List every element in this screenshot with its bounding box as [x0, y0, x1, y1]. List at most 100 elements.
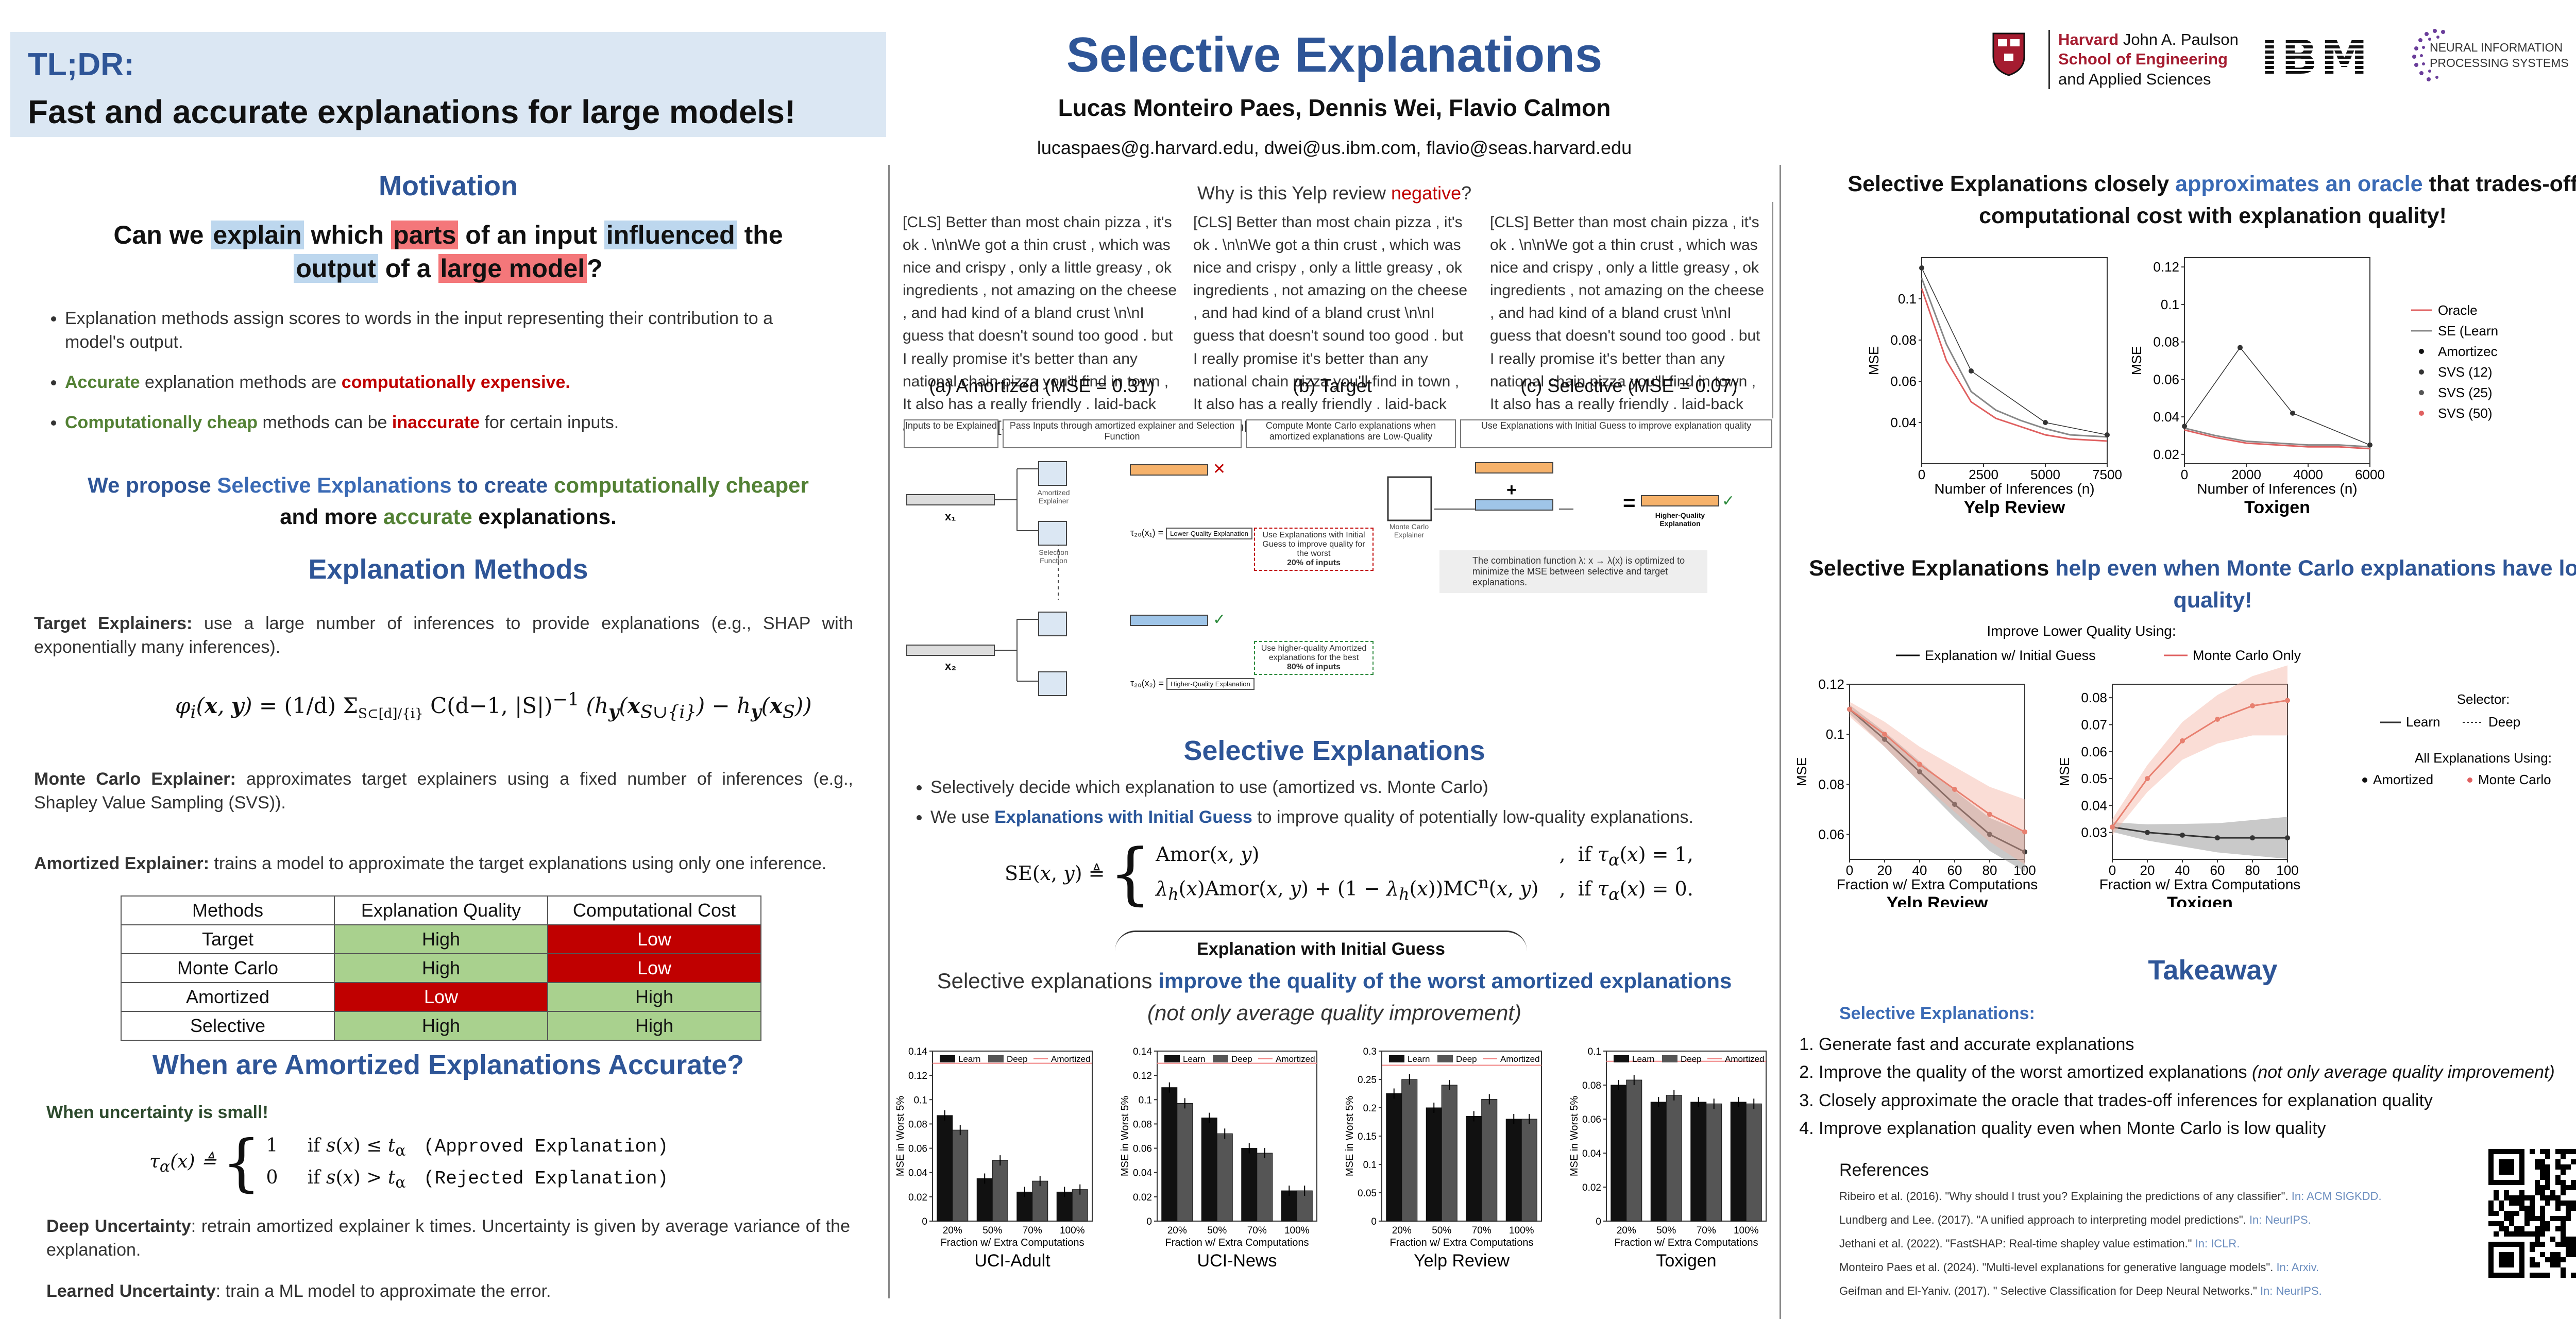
bar — [976, 1178, 993, 1222]
table-row: Target High Low — [121, 924, 761, 954]
yelp-panel-b: [CLS] Better than most chain pizza , it'… — [1193, 214, 1468, 435]
svg-text:Monte Carlo Only: Monte Carlo Only — [2193, 648, 2301, 663]
data-point — [2022, 849, 2027, 855]
data-point — [1847, 706, 1852, 712]
bullet-1: Explanation methods assign scores to wor… — [65, 307, 819, 354]
y-tick-label: 0.02 — [1582, 1182, 1601, 1193]
x-tick-label: 100% — [1509, 1225, 1534, 1236]
y-tick-label: 0.1 — [1898, 291, 1917, 307]
bar-legend: Learn Deep Amortized — [1614, 1054, 1765, 1064]
reference-item: Geifman and El-Yaniv. (2017). " Selectiv… — [1839, 1284, 2322, 1297]
y-tick-label: 0.03 — [2081, 825, 2107, 840]
y-axis-label: MSE in Worst 5% — [1569, 1096, 1580, 1177]
bar — [1745, 1103, 1762, 1222]
series-line — [2184, 427, 2370, 448]
pipe-mc-label: Monte Carlo Explainer — [1389, 522, 1429, 539]
y-tick-label: 0.12 — [1133, 1071, 1152, 1081]
table-row: Amortized Low High — [121, 982, 761, 1012]
deep-uncertainty: Deep Uncertainty: retrain amortized expl… — [46, 1216, 850, 1260]
divider-right — [1780, 165, 1781, 1319]
data-point — [1952, 787, 1957, 792]
y-tick-label: 0.1 — [914, 1095, 927, 1106]
chart-title: UCI-Adult — [974, 1251, 1050, 1271]
shap-formula: φi(x, y) = (1/d) ΣS⊂[d]/{i} C(d−1, |S|)−… — [175, 689, 812, 723]
x-axis-label: Fraction w/ Extra Computations — [2099, 876, 2301, 892]
series-line — [1921, 267, 2108, 435]
data-point — [2145, 830, 2150, 835]
when-title: When are Amortized Explanations Accurate… — [152, 1050, 744, 1080]
reference-item: Monteiro Paes et al. (2024). "Multi-leve… — [1839, 1261, 2319, 1274]
x-tick-label: 60 — [1947, 863, 1962, 878]
x-tick-label: 0 — [1918, 467, 1925, 482]
y-tick-label: 0.07 — [2081, 717, 2107, 732]
svg-text:Deep: Deep — [1007, 1054, 1028, 1064]
amortized-explainer: Amortized Explainer: trains a model to a… — [34, 854, 827, 873]
y-tick-label: 0.06 — [1133, 1144, 1152, 1155]
bar — [1730, 1102, 1747, 1222]
pipe-highq-label: Higher-Quality Explanation — [1655, 511, 1705, 528]
y-tick-label: 0.1 — [1826, 726, 1844, 742]
data-point — [1882, 732, 1887, 737]
y-tick-label: 0 — [1371, 1216, 1377, 1227]
qr-code-icon[interactable] — [2488, 1149, 2576, 1278]
x-tick-label: 5000 — [2030, 467, 2060, 482]
x-axis-label: Fraction w/ Extra Computations — [1165, 1237, 1309, 1248]
line-chart: 0 20 40 60 80 100 0.06 0.08 0.1 0.12 Fraction w/ E… — [1794, 677, 2038, 907]
frac-charts: Improve Lower Quality Using: Explanation … — [1794, 623, 2552, 907]
x-axis-label: Fraction w/ Extra Computations — [941, 1237, 1084, 1248]
series-line — [1849, 708, 2025, 833]
y-tick-label: 0.1 — [1588, 1046, 1601, 1057]
bar — [1216, 1133, 1233, 1222]
x-tick-label: 2500 — [1969, 467, 1998, 482]
y-tick-label: 0.02 — [908, 1192, 927, 1203]
learned-uncertainty: Learned Uncertainty: train a ML model to… — [46, 1281, 551, 1301]
line-chart: 0 2500 5000 7500 0.04 0.06 0.08 0.1 Number of In… — [1866, 257, 2122, 517]
svg-text:Learn: Learn — [1408, 1054, 1430, 1064]
y-tick-label: 0.04 — [908, 1168, 927, 1179]
table-row: Selective High High — [121, 1011, 761, 1041]
bar — [1505, 1119, 1522, 1222]
reference-item: Lundberg and Lee. (2017). "A unified app… — [1839, 1213, 2311, 1226]
target-explainers: Target Explainers: use a large number of… — [34, 614, 853, 657]
data-point — [1882, 736, 1887, 742]
bar — [1386, 1093, 1402, 1222]
x-tick-label: 80 — [2245, 863, 2260, 878]
pipe-h2: Pass Inputs through amortized explainer … — [1003, 419, 1242, 448]
bullet-2: Accurate explanation methods are computa… — [65, 371, 819, 395]
svg-text:Deep: Deep — [1231, 1054, 1252, 1064]
x-tick-label: 100% — [1284, 1225, 1310, 1236]
bar-chart: 0 0.05 0.1 0.15 0.2 0.25 0.3 20% 50% 70% 100% Learn… — [1344, 1046, 1542, 1271]
svg-text:SVS (25): SVS (25) — [2438, 385, 2493, 400]
pipe-h1: Inputs to be Explained — [904, 419, 998, 448]
y-tick-label: 0.08 — [1890, 332, 1917, 348]
x-tick-label: 80 — [1982, 863, 1997, 878]
svg-text:All Explanations Using:: All Explanations Using: — [2415, 750, 2552, 766]
svg-text:=: = — [1623, 491, 1636, 515]
pipe-tau2: τ₂₀(x₂) = Higher-Quality Explanation — [1130, 678, 1255, 690]
svg-text:Deep: Deep — [1456, 1054, 1477, 1064]
bar — [1201, 1118, 1217, 1222]
pipe-amortized-label: Amortized Explainer — [1037, 488, 1070, 505]
poster-title: Selective Explanations — [1066, 27, 1603, 82]
pipe-tau1: τ₂₀(x₁) = Lower-Quality Explanation — [1130, 528, 1252, 539]
y-tick-label: 0.06 — [1890, 374, 1917, 389]
pipe-h4: Use Explanations with Initial Guess to i… — [1460, 419, 1772, 448]
x-tick-label: 100% — [1060, 1225, 1085, 1236]
svg-text:Learn: Learn — [2406, 714, 2441, 730]
x-tick-label: 20% — [1392, 1225, 1412, 1236]
x-tick-label: 0 — [2181, 467, 2188, 482]
svg-text:Amortizec: Amortizec — [2438, 344, 2498, 359]
x-tick-label: 100% — [1734, 1225, 1759, 1236]
caption-b: (b) Target — [1293, 375, 1372, 396]
caption-c: (c) Selective (MSE = 0.07) — [1520, 375, 1738, 396]
data-point — [2180, 832, 2185, 838]
divider-left — [888, 165, 890, 1298]
svg-text:Deep: Deep — [1681, 1054, 1702, 1064]
y-tick-label: 0 — [922, 1216, 927, 1227]
y-axis-label: MSE — [1866, 346, 1882, 375]
data-point — [2145, 776, 2150, 782]
bar — [952, 1129, 969, 1222]
x-tick-label: 70% — [1697, 1225, 1716, 1236]
bar — [1072, 1189, 1088, 1222]
authors: Lucas Monteiro Paes, Dennis Wei, Flavio … — [1058, 94, 1611, 121]
